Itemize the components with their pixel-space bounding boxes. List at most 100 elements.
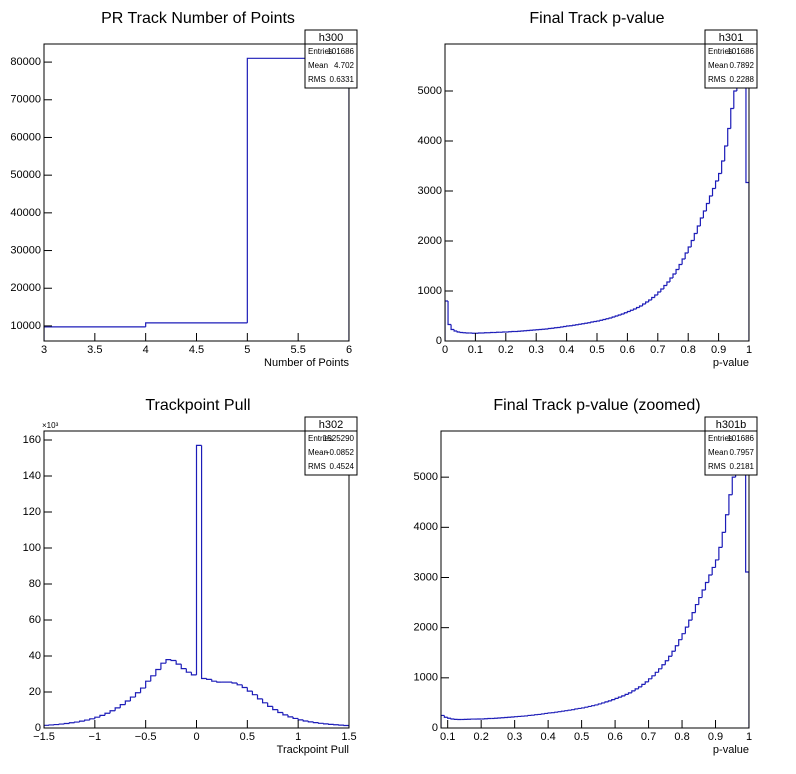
histogram-bin <box>441 714 445 728</box>
histogram-bin <box>605 318 610 320</box>
histogram-bin <box>578 323 582 325</box>
histogram-bin <box>651 675 656 679</box>
histogram-bin <box>129 696 136 701</box>
histogram-bin <box>572 324 576 326</box>
histogram-bin <box>607 700 612 702</box>
histogram-bin <box>155 668 161 676</box>
histogram-bin <box>575 324 579 326</box>
stats-label: RMS <box>708 462 726 471</box>
histogram-bin <box>231 682 238 684</box>
histogram-bin <box>718 172 722 181</box>
plot-area <box>441 431 749 728</box>
histogram-bin <box>647 678 652 682</box>
histogram-bin <box>554 711 559 713</box>
x-tick-label: 0.3 <box>529 344 544 356</box>
y-tick-label: 60000 <box>10 131 41 143</box>
histogram-bin <box>648 299 652 302</box>
y-tick-label: 70000 <box>10 94 41 106</box>
x-tick-label: 5 <box>244 344 250 356</box>
y-tick-label: 3000 <box>414 571 438 583</box>
histogram-bin <box>701 589 706 598</box>
x-tick-label: 0.3 <box>507 731 522 743</box>
histogram-bin <box>450 324 455 331</box>
histogram-bin <box>211 679 217 682</box>
histogram-bin <box>68 722 75 724</box>
histogram-bin <box>175 660 182 665</box>
histogram-bin <box>343 724 349 728</box>
histogram-bin <box>587 322 591 324</box>
y-tick-label: 80000 <box>10 56 41 68</box>
histogram-bin <box>134 692 141 698</box>
y-tick-label: 0 <box>432 722 438 734</box>
histogram-bin <box>267 702 273 707</box>
histogram-bin <box>623 312 628 314</box>
histogram-bin <box>328 723 334 725</box>
stats-label: Mean <box>308 61 328 70</box>
x-tick-label: 0.4 <box>540 731 555 743</box>
stats-value: 0.4524 <box>330 462 355 471</box>
histogram-bin <box>651 296 655 300</box>
y-tick-label: 60 <box>29 614 41 626</box>
histogram-bin <box>567 709 572 711</box>
histogram-bin <box>190 672 197 676</box>
y-tick-label: 50000 <box>10 169 41 181</box>
x-tick-label: 0 <box>442 344 448 356</box>
histogram-bin <box>688 619 693 628</box>
histogram-bin <box>145 680 151 689</box>
histogram-bin <box>694 603 699 613</box>
histogram-bin <box>711 187 716 196</box>
x-tick-label: 3.5 <box>87 344 102 356</box>
histogram-bin <box>599 319 604 321</box>
histogram-bin <box>302 719 309 722</box>
x-tick-label: 0.2 <box>498 344 513 356</box>
histogram-bin <box>78 720 85 723</box>
histogram-bin <box>727 127 731 146</box>
x-tick-label: 0 <box>193 731 199 743</box>
y-tick-label: 80 <box>29 578 41 590</box>
histogram-bin <box>443 715 448 718</box>
chart-title: Trackpoint Pull <box>145 397 250 414</box>
stats-label: Entries <box>308 434 333 443</box>
panel: PR Track Number of Points 3 3.5 4 4.5 5 5.5 6 10… <box>10 10 358 369</box>
histogram-bin <box>614 697 619 700</box>
plot-area <box>44 57 349 341</box>
histogram-bin <box>597 703 602 705</box>
histogram-bin <box>527 714 532 717</box>
histogram-bin <box>698 596 703 605</box>
histogram-bin <box>626 310 631 313</box>
stats-label: Entries <box>308 47 333 56</box>
stats-value: 101686 <box>327 47 354 56</box>
stats-label: RMS <box>308 75 326 84</box>
histogram-bin <box>145 322 248 327</box>
stats-value: 0.2181 <box>730 462 755 471</box>
y-tick-label: 120 <box>23 506 41 518</box>
histogram-bin <box>591 705 595 707</box>
stats-value: 0.7892 <box>730 61 755 70</box>
plot-area <box>44 444 349 728</box>
stats-box <box>704 29 758 89</box>
y-tick-label: 100 <box>23 542 41 554</box>
histogram-bin <box>657 291 661 295</box>
histogram-bin <box>621 695 626 698</box>
histogram-bin <box>602 318 607 321</box>
stats-value: 101686 <box>727 434 754 443</box>
histogram-bin <box>547 712 552 714</box>
x-axis-label: p-value <box>713 357 749 369</box>
histogram-bin <box>547 327 552 330</box>
x-tick-label: 6 <box>346 344 352 356</box>
histogram-bin <box>708 195 713 204</box>
histogram-bin <box>195 444 202 675</box>
histogram-bin <box>282 712 288 716</box>
y-tick-label: 5000 <box>414 471 438 483</box>
histogram-bin <box>714 559 719 568</box>
panel: Final Track p-value (zoomed) 0.1 0.2 0.3 0.4… <box>414 397 758 756</box>
y-tick-label: 10000 <box>10 320 41 332</box>
histogram-bin <box>544 712 549 715</box>
histogram-bin <box>728 494 733 515</box>
chart-title: Final Track p-value (zoomed) <box>493 397 700 414</box>
histogram-bin <box>681 258 686 265</box>
x-tick-label: 0.8 <box>681 344 696 356</box>
histogram-bin <box>165 659 172 664</box>
histogram-bin <box>678 639 683 646</box>
